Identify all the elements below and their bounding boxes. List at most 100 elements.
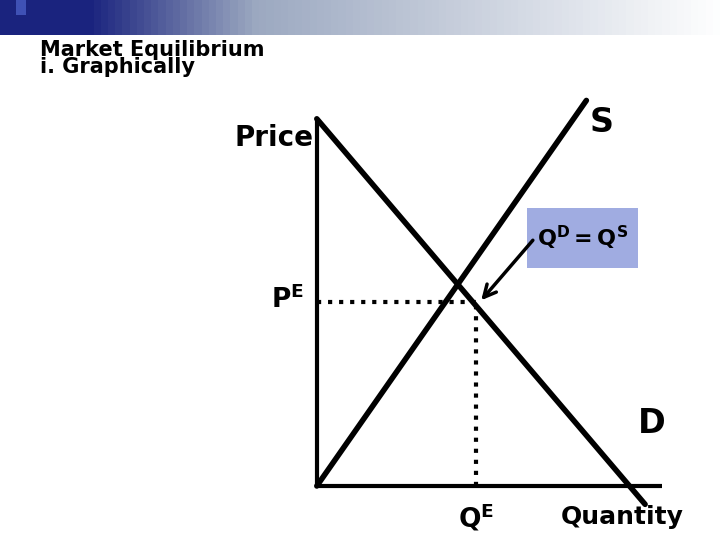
Bar <box>0 0 16 23</box>
Bar <box>454 0 462 35</box>
Bar <box>641 0 649 35</box>
Bar <box>310 0 318 35</box>
Bar <box>554 0 562 35</box>
Bar <box>518 0 526 35</box>
Bar <box>526 0 534 35</box>
Bar <box>72 0 80 35</box>
Bar <box>209 0 217 35</box>
Bar <box>691 0 699 35</box>
Bar <box>245 0 253 35</box>
Bar <box>396 0 404 35</box>
Bar <box>353 0 361 35</box>
Bar <box>180 0 188 35</box>
Bar <box>216 0 224 35</box>
Bar <box>266 0 274 35</box>
Bar <box>7 0 15 35</box>
Bar <box>439 0 447 35</box>
Bar <box>346 0 354 35</box>
Bar <box>590 0 598 35</box>
Bar <box>338 0 346 35</box>
Bar <box>101 0 109 35</box>
Bar <box>576 0 584 35</box>
Bar <box>194 0 202 35</box>
Bar <box>533 0 541 35</box>
Bar <box>137 0 145 35</box>
Bar <box>374 0 382 35</box>
Bar <box>187 0 195 35</box>
Text: S: S <box>590 106 614 139</box>
Bar <box>295 0 303 35</box>
Bar <box>108 0 116 35</box>
Bar <box>223 0 231 35</box>
Bar <box>173 0 181 35</box>
Bar <box>540 0 548 35</box>
Bar <box>446 0 454 35</box>
Text: $\mathbf{Q^D=Q^S}$: $\mathbf{Q^D=Q^S}$ <box>537 224 629 252</box>
Bar <box>360 0 368 35</box>
Bar <box>158 0 166 35</box>
Bar <box>634 0 642 35</box>
Bar <box>425 0 433 35</box>
Bar <box>677 0 685 35</box>
Bar <box>598 0 606 35</box>
Bar <box>230 0 238 35</box>
Bar <box>511 0 519 35</box>
Bar <box>331 0 339 35</box>
Bar <box>619 0 627 35</box>
Bar <box>418 0 426 35</box>
Bar <box>317 0 325 35</box>
Bar <box>0 0 8 35</box>
Bar <box>583 0 591 35</box>
Bar <box>288 0 296 35</box>
Bar <box>166 0 174 35</box>
Bar <box>562 0 570 35</box>
Text: D: D <box>638 407 666 440</box>
Bar <box>482 0 490 35</box>
Bar <box>389 0 397 35</box>
Bar <box>79 0 87 35</box>
Bar <box>432 0 440 35</box>
Bar <box>22 0 30 35</box>
Bar <box>29 0 37 35</box>
Bar <box>302 0 310 35</box>
Bar <box>612 0 620 35</box>
Bar <box>497 0 505 35</box>
Bar <box>324 0 332 35</box>
Text: Market Equilibrium: Market Equilibrium <box>40 40 264 60</box>
Bar <box>144 0 152 35</box>
Bar <box>202 0 210 35</box>
Bar <box>490 0 498 35</box>
Bar <box>605 0 613 35</box>
Bar <box>122 0 130 35</box>
Bar <box>403 0 411 35</box>
Bar <box>698 0 706 35</box>
Bar <box>706 0 714 35</box>
Bar <box>648 0 656 35</box>
Text: Quantity: Quantity <box>561 505 684 529</box>
Bar <box>684 0 692 35</box>
Bar <box>655 0 663 35</box>
Bar <box>547 0 555 35</box>
Bar <box>86 0 94 35</box>
Bar <box>504 0 512 35</box>
Text: $\mathbf{P^E}$: $\mathbf{P^E}$ <box>271 286 304 314</box>
Bar <box>65 0 73 35</box>
Bar <box>367 0 375 35</box>
Bar <box>43 0 51 35</box>
Bar <box>252 0 260 35</box>
Bar <box>151 0 159 35</box>
Bar <box>670 0 678 35</box>
Text: i. Graphically: i. Graphically <box>40 57 194 77</box>
Bar <box>281 0 289 35</box>
Bar <box>713 0 720 35</box>
Text: Price: Price <box>234 124 313 152</box>
Bar <box>36 0 44 35</box>
Bar <box>58 0 66 35</box>
Bar <box>626 0 634 35</box>
Bar <box>382 0 390 35</box>
Bar <box>274 0 282 35</box>
Bar <box>130 0 138 35</box>
Bar <box>16 0 26 15</box>
Bar <box>410 0 418 35</box>
Bar <box>569 0 577 35</box>
